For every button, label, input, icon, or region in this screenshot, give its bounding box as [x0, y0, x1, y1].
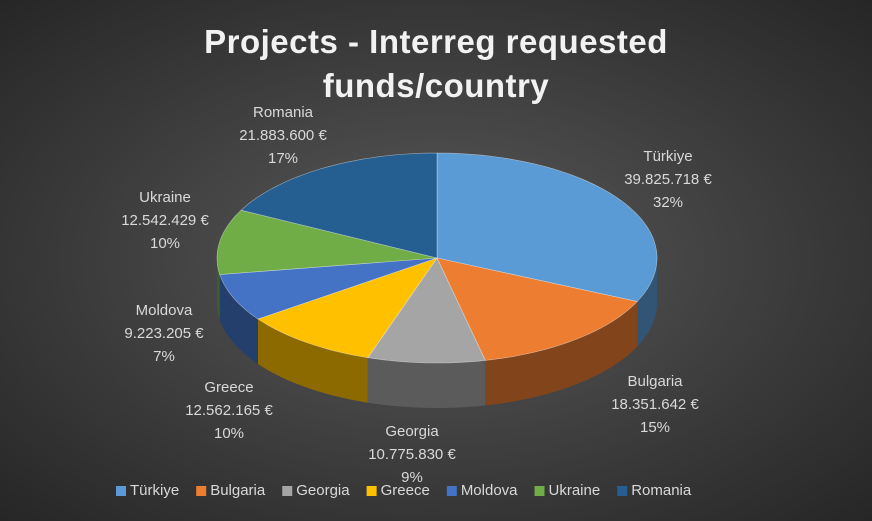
legend-marker	[366, 486, 377, 496]
data-label-name: Moldova	[136, 302, 193, 319]
legend-label: Moldova	[461, 482, 518, 499]
data-label-value: 18.351.642 €	[611, 396, 699, 413]
data-label-name: Romania	[253, 104, 314, 121]
legend-label: Ukraine	[549, 482, 601, 499]
slice-side	[485, 301, 638, 406]
data-label-percent: 15%	[640, 419, 670, 436]
data-label-name: Bulgaria	[627, 373, 683, 390]
slice-side	[367, 357, 486, 408]
data-label-value: 12.542.429 €	[121, 212, 209, 229]
data-label-percent: 17%	[268, 150, 298, 167]
legend-marker	[617, 486, 628, 496]
legend-marker	[196, 486, 207, 496]
legend-label: Türkiye	[130, 482, 179, 499]
slice	[219, 257, 438, 320]
legend-label: Bulgaria	[210, 482, 266, 499]
data-label-name: Türkiye	[643, 148, 692, 165]
slice-side	[219, 274, 258, 364]
slice	[240, 152, 438, 259]
data-label-percent: 32%	[653, 194, 683, 211]
data-label-percent: 7%	[153, 348, 175, 365]
data-label-value: 12.562.165 €	[185, 402, 273, 419]
data-label-value: 9.223.205 €	[124, 325, 204, 342]
data-label-value: 21.883.600 €	[239, 127, 327, 144]
slice-side	[258, 319, 368, 403]
data-label-name: Ukraine	[139, 189, 191, 206]
slice	[436, 257, 638, 361]
slice	[216, 209, 438, 275]
data-label-name: Georgia	[385, 423, 439, 440]
data-label-value: 39.825.718 €	[624, 171, 712, 188]
data-label-percent: 10%	[150, 235, 180, 252]
data-label-percent: 9%	[401, 469, 423, 486]
data-label-name: Greece	[204, 379, 253, 396]
legend-label: Georgia	[296, 482, 350, 499]
data-label-percent: 10%	[214, 425, 244, 442]
legend-marker	[446, 486, 457, 496]
chart-title: Projects - Interreg requested funds/coun…	[204, 23, 668, 104]
legend-marker	[282, 486, 293, 496]
slice	[257, 257, 438, 359]
legend-label: Greece	[381, 482, 430, 499]
legend-marker	[116, 486, 126, 496]
slice	[436, 152, 658, 302]
slice	[367, 257, 486, 364]
data-label-value: 10.775.830 €	[368, 446, 456, 463]
legend-label: Romania	[631, 482, 692, 499]
legend-marker	[534, 486, 545, 496]
slice-side	[217, 258, 220, 320]
